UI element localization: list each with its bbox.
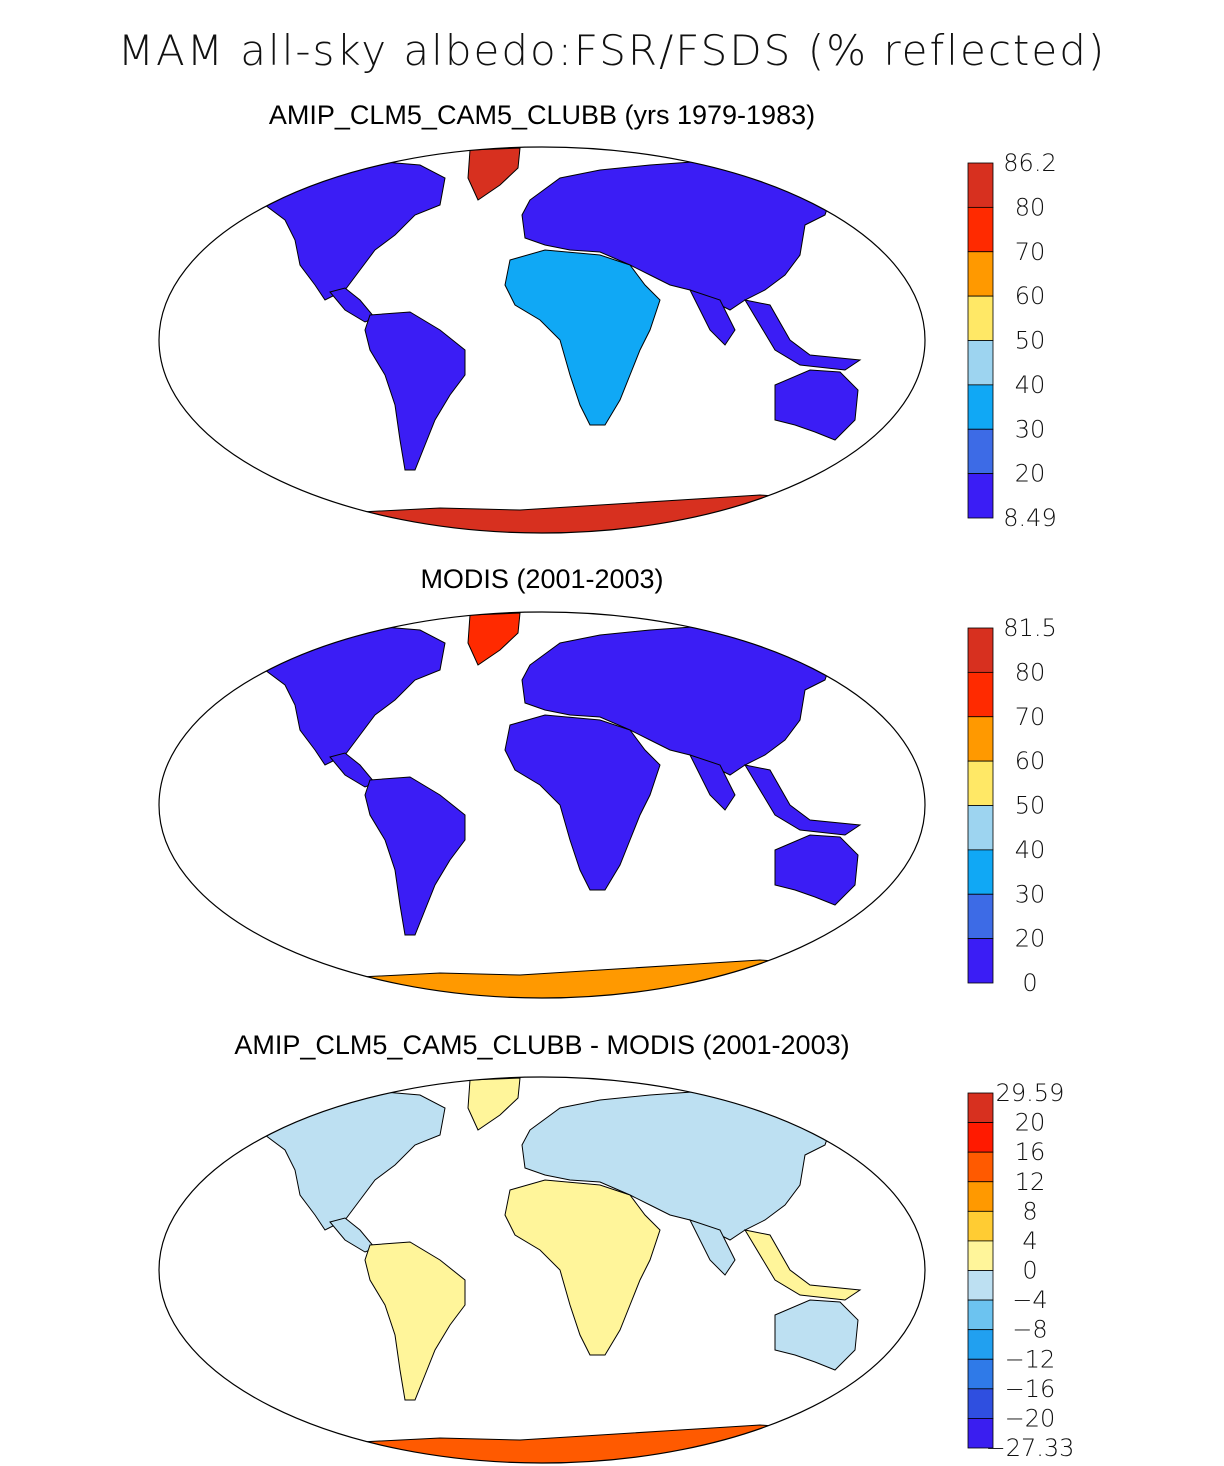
colorbar-swatch (967, 1299, 994, 1331)
colorbar-tick-label: 29.59 (996, 1079, 1065, 1107)
colorbar-tick-label: −8 (1012, 1316, 1047, 1344)
panel-2-title: MODIS (2001-2003) (420, 564, 664, 594)
colorbar-2: 81.5 80 70 60 50 40 30 20 0 (967, 614, 1057, 997)
colorbar-tick-label: 60 (1015, 282, 1046, 310)
colorbar-swatch (967, 1210, 994, 1242)
colorbar-tick-label: 8 (1022, 1197, 1037, 1225)
colorbar-tick-label: 81.5 (1003, 614, 1056, 642)
colorbar-swatch (967, 1329, 994, 1360)
colorbar-tick-label: 20 (1015, 1109, 1046, 1137)
colorbar-swatch (967, 716, 994, 762)
panel-3-title: AMIP_CLM5_CAM5_CLUBB - MODIS (2001-2003) (234, 1030, 850, 1060)
colorbar-swatch (967, 1181, 994, 1212)
colorbar-tick-label: 70 (1015, 238, 1046, 266)
colorbar-swatch (967, 1151, 994, 1183)
colorbar-swatch (967, 849, 994, 895)
colorbar-swatch (967, 295, 994, 341)
colorbar-swatch (967, 162, 994, 208)
colorbar-swatch (967, 340, 994, 386)
colorbar-swatch (967, 805, 994, 851)
colorbar-tick-label: 40 (1015, 836, 1046, 864)
world-map-2 (158, 611, 926, 999)
colorbar-swatch (967, 384, 994, 430)
colorbar-swatch (967, 1270, 994, 1301)
panel-1-title: AMIP_CLM5_CAM5_CLUBB (yrs 1979-1983) (268, 100, 816, 130)
colorbar-swatch (967, 206, 994, 253)
colorbar-tick-label: 8.49 (1003, 504, 1056, 532)
colorbar-tick-label: 20 (1015, 460, 1046, 488)
colorbar-tick-label: 12 (1015, 1168, 1046, 1196)
colorbar-tick-label: 50 (1015, 327, 1046, 355)
colorbar-tick-label: −16 (1005, 1375, 1056, 1403)
colorbar-tick-label: 30 (1015, 415, 1046, 443)
figure-title: MAM all-sky albedo:FSR/FSDS (% reflected… (117, 26, 1107, 75)
colorbar-swatch (967, 428, 994, 475)
colorbar-tick-label: −12 (1005, 1345, 1056, 1373)
colorbar-tick-label: 4 (1022, 1227, 1037, 1255)
colorbar-swatch (967, 893, 994, 940)
world-map-3 (158, 1076, 926, 1464)
colorbar-1: 86.2 80 70 60 50 40 30 20 8.49 (967, 149, 1057, 532)
colorbar-swatch (967, 1122, 994, 1153)
colorbar-swatch (967, 1388, 994, 1419)
colorbar-tick-label: 40 (1015, 371, 1046, 399)
colorbar-tick-label: 16 (1015, 1138, 1046, 1166)
colorbar-swatch (967, 1240, 994, 1271)
colorbar-swatch (967, 671, 994, 718)
colorbar-tick-label: 86.2 (1003, 149, 1056, 177)
colorbar-tick-label: 70 (1015, 703, 1046, 731)
colorbar-tick-label: 80 (1015, 193, 1046, 221)
colorbar-tick-label: 0 (1022, 1257, 1037, 1285)
colorbar-swatch (967, 627, 994, 673)
colorbar-tick-label: −4 (1012, 1286, 1047, 1314)
colorbar-tick-label: −20 (1005, 1404, 1056, 1432)
colorbar-tick-label: −27.33 (986, 1434, 1075, 1462)
colorbar-swatch (967, 251, 994, 297)
colorbar-swatch (967, 1092, 994, 1123)
colorbar-tick-label: 0 (1022, 969, 1037, 997)
colorbar-swatch (967, 760, 994, 806)
colorbar-swatch (967, 938, 994, 984)
colorbar-tick-label: 30 (1015, 880, 1046, 908)
colorbar-tick-label: 50 (1015, 792, 1046, 820)
world-map-1 (158, 146, 926, 534)
colorbar-tick-label: 60 (1015, 747, 1046, 775)
colorbar-tick-label: 20 (1015, 925, 1046, 953)
colorbar-tick-label: 80 (1015, 658, 1046, 686)
colorbar-swatch (967, 473, 994, 519)
colorbar-swatch (967, 1418, 994, 1449)
colorbar-swatch (967, 1358, 994, 1390)
